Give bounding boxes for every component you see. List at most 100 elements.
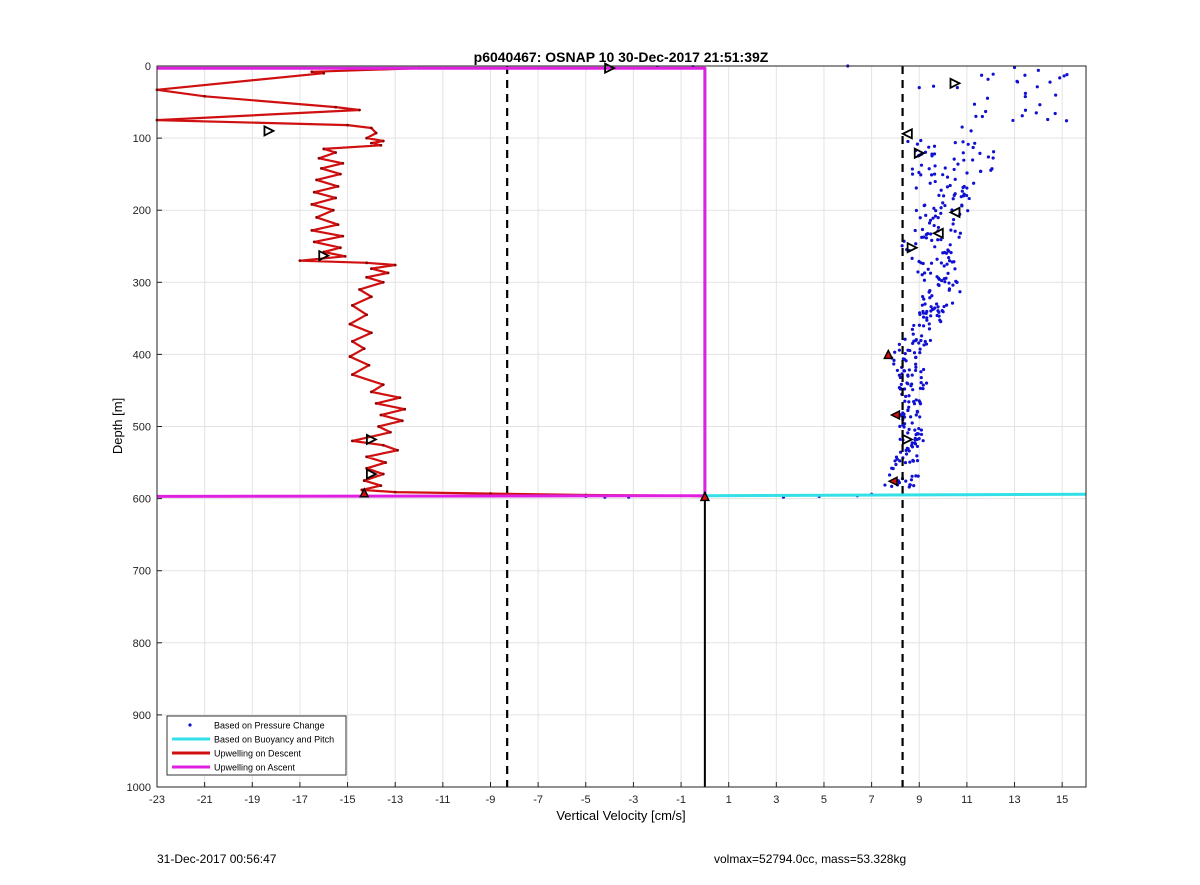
filled-triangle-marker: [699, 490, 711, 502]
pressure-change-point: [917, 437, 921, 441]
pressure-change-point: [927, 327, 932, 331]
pressure-change-point: [928, 181, 932, 185]
pressure-change-point: [920, 227, 925, 232]
pressure-change-point: [902, 425, 906, 429]
pressure-change-point: [966, 209, 970, 213]
descent-point: [343, 254, 347, 258]
pressure-change-point: [906, 408, 910, 413]
pressure-change-point: [898, 424, 902, 429]
x-tick-label: -7: [533, 794, 543, 806]
pressure-change-point: [917, 426, 921, 431]
pressure-change-point: [1020, 114, 1024, 118]
pressure-change-point: [913, 428, 917, 432]
pressure-change-point: [943, 280, 947, 284]
pressure-change-point: [932, 223, 936, 228]
pressure-change-point: [958, 231, 963, 235]
pressure-change-point: [901, 357, 905, 361]
pressure-change-point: [893, 350, 897, 354]
pressure-change-point: [952, 193, 956, 197]
pressure-change-point: [942, 304, 946, 309]
pressure-change-point: [951, 222, 955, 226]
descent-point: [334, 105, 338, 109]
filled-triangle-marker: [359, 487, 370, 498]
pressure-change-point: [928, 271, 933, 275]
pressure-change-point: [915, 142, 920, 146]
pressure-change-point: [914, 398, 918, 402]
pressure-change-point: [883, 483, 887, 487]
pressure-change-point: [924, 236, 928, 240]
legend-label: Upwelling on Ascent: [214, 763, 296, 773]
descent-point: [386, 271, 390, 275]
pressure-change-point: [978, 151, 982, 155]
pressure-change-point: [986, 155, 991, 159]
pressure-change-point: [943, 203, 947, 208]
pressure-change-point: [969, 129, 973, 133]
pressure-change-point: [941, 201, 945, 205]
descent-point: [312, 240, 316, 244]
pressure-change-point: [910, 441, 914, 445]
pressure-change-point: [979, 169, 983, 173]
pressure-change-point: [965, 171, 969, 175]
descent-point: [350, 373, 354, 376]
pressure-change-point: [924, 342, 929, 346]
descent-point: [400, 419, 404, 423]
pressure-change-point: [953, 177, 957, 181]
pressure-change-point: [909, 384, 913, 388]
pressure-change-point: [903, 461, 908, 465]
y-tick-label: 700: [133, 566, 151, 578]
pressure-change-point: [914, 186, 918, 190]
pressure-change-point: [1053, 111, 1057, 116]
descent-point: [379, 413, 383, 417]
pressure-change-point: [955, 280, 959, 284]
pressure-change-point: [890, 484, 894, 488]
pressure-change-point: [915, 459, 920, 463]
pressure-change-point: [915, 444, 920, 449]
pressure-change-point: [949, 251, 953, 255]
pressure-change-point: [945, 303, 949, 307]
descent-point: [315, 216, 318, 219]
pressure-change-point: [950, 301, 955, 305]
pressure-change-point: [952, 157, 956, 161]
pressure-change-point: [956, 162, 960, 166]
pressure-change-point: [943, 166, 947, 170]
pressure-change-point: [985, 96, 990, 100]
pressure-change-point: [921, 383, 925, 387]
pressure-change-point: [919, 163, 924, 167]
pressure-change-point: [921, 309, 925, 314]
pressure-change-point: [904, 452, 909, 456]
pressure-change-point: [1023, 73, 1027, 77]
pressure-change-point: [947, 259, 952, 263]
descent-point: [384, 461, 388, 464]
descent-point: [317, 156, 321, 160]
descent-point: [358, 108, 361, 112]
descent-point: [369, 267, 373, 271]
pressure-change-point: [921, 315, 926, 319]
pressure-change-point: [1035, 85, 1039, 89]
pressure-change-point: [931, 216, 935, 220]
descent-point: [310, 228, 314, 232]
descent-point: [341, 161, 345, 165]
pressure-change-point: [950, 260, 954, 264]
pressure-change-point: [931, 84, 936, 88]
descent-point: [489, 492, 492, 495]
pressure-change-point: [917, 323, 922, 327]
descent-point: [396, 448, 399, 452]
triangle-marker: [949, 77, 962, 90]
pressure-change-point: [907, 394, 911, 398]
pressure-change-point: [898, 375, 902, 380]
pressure-change-point: [910, 327, 915, 332]
pressure-change-point: [951, 218, 956, 222]
x-tick-label: -13: [387, 794, 403, 806]
pressure-change-point: [944, 251, 949, 255]
pressure-change-point: [895, 368, 899, 373]
pressure-change-point: [1058, 76, 1062, 80]
descent-point: [381, 472, 385, 476]
pressure-change-point: [961, 151, 965, 155]
y-tick-label: 900: [133, 710, 151, 722]
pressure-change-point: [912, 402, 917, 406]
pressure-change-point: [917, 170, 921, 175]
pressure-change-point: [914, 368, 918, 373]
pressure-change-point: [914, 362, 918, 366]
pressure-change-point: [940, 278, 944, 283]
triangle-marker: [948, 206, 961, 219]
